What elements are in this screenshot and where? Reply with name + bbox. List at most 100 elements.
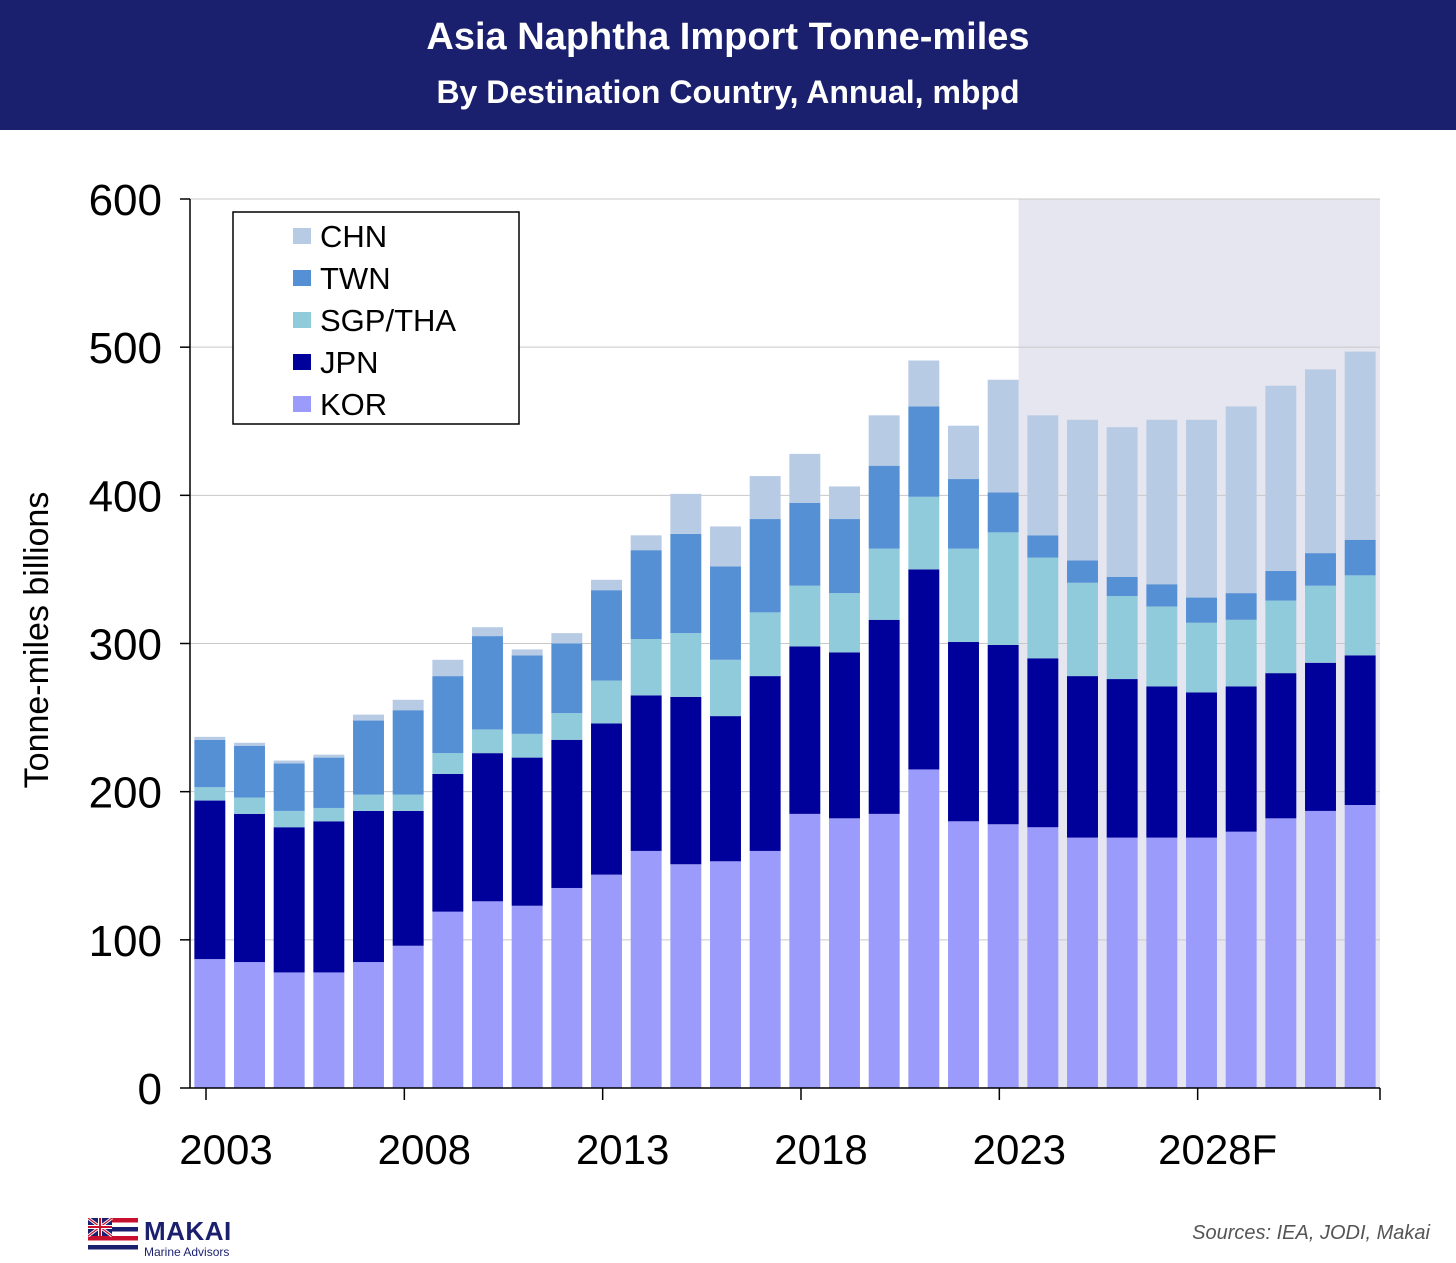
makai-logo: MAKAI Marine Advisors: [88, 1216, 288, 1259]
bar-sgp-tha-2018: [789, 585, 821, 647]
bar-chn-2020: [868, 415, 900, 466]
bar-chn-2005: [273, 760, 305, 764]
bar-jpn-2004: [234, 813, 265, 963]
bar-jpn-2011: [511, 757, 543, 906]
bar-sgp-tha-2005: [273, 810, 305, 828]
bar-jpn-2027: [1146, 686, 1178, 838]
bar-jpn-2013: [591, 723, 622, 875]
bar-sgp-tha-2024: [1027, 557, 1059, 659]
bar-sgp-tha-2027: [1146, 606, 1178, 687]
bar-jpn-2003: [194, 800, 226, 960]
bar-twn-2019: [829, 519, 860, 594]
bar-kor-2019: [829, 818, 860, 1088]
bar-sgp-tha-2023: [987, 532, 1019, 645]
bar-jpn-2031: [1305, 662, 1336, 811]
bar-kor-2010: [472, 901, 503, 1088]
bar-kor-2025: [1067, 837, 1098, 1088]
bar-twn-2014: [630, 550, 662, 640]
bar-sgp-tha-2028: [1186, 622, 1217, 693]
bar-kor-2017: [749, 850, 781, 1088]
bar-jpn-2024: [1027, 658, 1059, 828]
bar-chn-2007: [353, 714, 384, 721]
bar-chn-2011: [511, 649, 543, 656]
bar-chn-2016: [710, 526, 741, 567]
bar-chn-2029: [1225, 406, 1257, 594]
legend: CHN TWN SGP/THA JPN KOR: [232, 211, 520, 425]
bar-kor-2004: [234, 962, 265, 1088]
bar-chn-2012: [551, 633, 583, 644]
legend-swatch: [293, 396, 311, 412]
bar-kor-2006: [313, 972, 345, 1088]
bar-sgp-tha-2017: [749, 612, 781, 677]
bar-sgp-tha-2008: [392, 794, 424, 811]
bar-sgp-tha-2014: [630, 639, 662, 696]
bar-kor-2024: [1027, 827, 1059, 1088]
bar-twn-2026: [1106, 576, 1138, 597]
bar-sgp-tha-2016: [710, 659, 741, 717]
bar-kor-2011: [511, 905, 543, 1088]
bar-chn-2026: [1106, 427, 1138, 577]
bar-jpn-2026: [1106, 679, 1138, 838]
bar-twn-2021: [908, 406, 940, 497]
bar-jpn-2021: [908, 569, 940, 770]
legend-swatch: [293, 354, 311, 370]
bar-twn-2009: [432, 676, 464, 754]
bar-chn-2015: [670, 493, 702, 534]
bar-twn-2015: [670, 533, 702, 634]
legend-label: JPN: [320, 345, 379, 380]
bar-chn-2004: [234, 742, 265, 746]
bar-chn-2027: [1146, 419, 1178, 585]
bar-sgp-tha-2026: [1106, 596, 1138, 680]
legend-label: KOR: [320, 387, 387, 422]
bar-kor-2022: [948, 821, 979, 1088]
bar-sgp-tha-2031: [1305, 585, 1336, 663]
bar-twn-2023: [987, 492, 1019, 533]
bar-jpn-2014: [630, 695, 662, 851]
bar-twn-2024: [1027, 535, 1059, 558]
bar-chn-2014: [630, 535, 662, 551]
bar-kor-2008: [392, 945, 424, 1088]
y-tick-label: 200: [89, 769, 162, 818]
bar-jpn-2016: [710, 716, 741, 862]
bar-sgp-tha-2020: [868, 548, 900, 620]
bar-twn-2031: [1305, 553, 1336, 586]
bar-sgp-tha-2009: [432, 753, 464, 774]
bar-chn-2013: [591, 579, 622, 591]
bar-twn-2007: [353, 720, 384, 795]
bar-chn-2003: [194, 736, 226, 740]
bar-sgp-tha-2007: [353, 794, 384, 811]
legend-label: TWN: [320, 261, 391, 296]
chart-subtitle: By Destination Country, Annual, mbpd: [436, 74, 1020, 110]
logo-tagline: Marine Advisors: [144, 1245, 230, 1259]
bar-twn-2025: [1067, 560, 1098, 583]
bar-sgp-tha-2025: [1067, 582, 1098, 677]
bar-sgp-tha-2019: [829, 593, 860, 653]
bar-twn-2006: [313, 757, 345, 808]
bar-sgp-tha-2029: [1225, 619, 1257, 687]
legend-swatch: [293, 312, 311, 328]
bar-jpn-2029: [1225, 686, 1257, 832]
x-tick-label: 2028F: [1158, 1126, 1277, 1173]
x-tick-label: 2023: [973, 1126, 1066, 1173]
bar-kor-2005: [273, 972, 305, 1088]
axes: 0 100 200 300 400 500 600 2003 2008 2013 2018 2023 2…: [89, 176, 1381, 1173]
bar-sgp-tha-2013: [591, 680, 622, 724]
bar-twn-2013: [591, 590, 622, 681]
bar-twn-2032: [1344, 539, 1376, 576]
bar-kor-2031: [1305, 810, 1336, 1088]
y-tick-label: 0: [138, 1065, 162, 1114]
bar-kor-2021: [908, 769, 940, 1088]
bar-kor-2012: [551, 887, 583, 1088]
bar-twn-2003: [194, 739, 226, 788]
bar-jpn-2007: [353, 810, 384, 963]
y-tick-label: 400: [89, 472, 162, 521]
x-tick-label: 2003: [179, 1126, 272, 1173]
bar-chn-2031: [1305, 369, 1336, 554]
bar-twn-2018: [789, 502, 821, 586]
bar-chn-2025: [1067, 419, 1098, 561]
bar-twn-2016: [710, 566, 741, 660]
logo-name: MAKAI: [144, 1216, 232, 1246]
bar-sgp-tha-2004: [234, 797, 265, 814]
bar-chn-2028: [1186, 419, 1217, 598]
